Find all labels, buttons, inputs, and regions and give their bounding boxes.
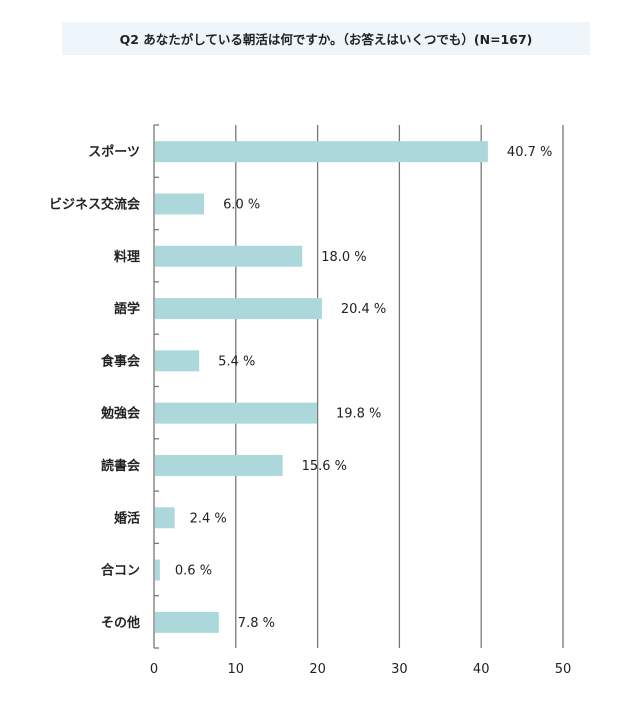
bar — [155, 402, 317, 424]
category-label: 勉強会 — [100, 406, 141, 422]
data-label: 5.4 % — [218, 354, 255, 369]
data-label: 15.6 % — [302, 459, 347, 474]
category-label: 食事会 — [101, 353, 141, 369]
x-tick-label: 10 — [228, 662, 245, 677]
chart-title: Q2 あなたがしている朝活は何ですか。（お答えはいくつでも）(N=167) — [62, 22, 590, 55]
bar — [155, 611, 219, 633]
category-label: 婚活 — [114, 510, 140, 526]
x-tick-label: 20 — [309, 662, 326, 677]
data-label: 20.4 % — [341, 302, 386, 317]
data-label: 6.0 % — [223, 197, 260, 212]
category-label: スポーツ — [88, 144, 140, 160]
bar — [155, 507, 175, 529]
x-tick-label: 0 — [150, 662, 158, 677]
bar — [155, 141, 488, 163]
bar — [155, 245, 303, 267]
data-label: 0.6 % — [175, 564, 212, 579]
bar — [155, 559, 160, 581]
category-label: 料理 — [114, 249, 140, 265]
category-label: その他 — [101, 615, 140, 631]
category-label: 語学 — [114, 301, 140, 317]
category-label: 合コン — [101, 563, 140, 579]
bar — [155, 350, 200, 372]
category-label: 読書会 — [101, 458, 141, 474]
data-label: 7.8 % — [238, 616, 275, 631]
x-tick-label: 50 — [555, 662, 572, 677]
x-tick-label: 40 — [473, 662, 490, 677]
bar — [155, 193, 205, 215]
category-label: ビジネス交流会 — [49, 196, 141, 212]
x-tick-label: 30 — [391, 662, 408, 677]
data-label: 19.8 % — [336, 407, 381, 422]
data-label: 40.7 % — [507, 145, 552, 160]
data-label: 18.0 % — [321, 250, 366, 265]
bar — [155, 298, 322, 320]
bar — [155, 454, 283, 476]
data-label: 2.4 % — [190, 511, 227, 526]
